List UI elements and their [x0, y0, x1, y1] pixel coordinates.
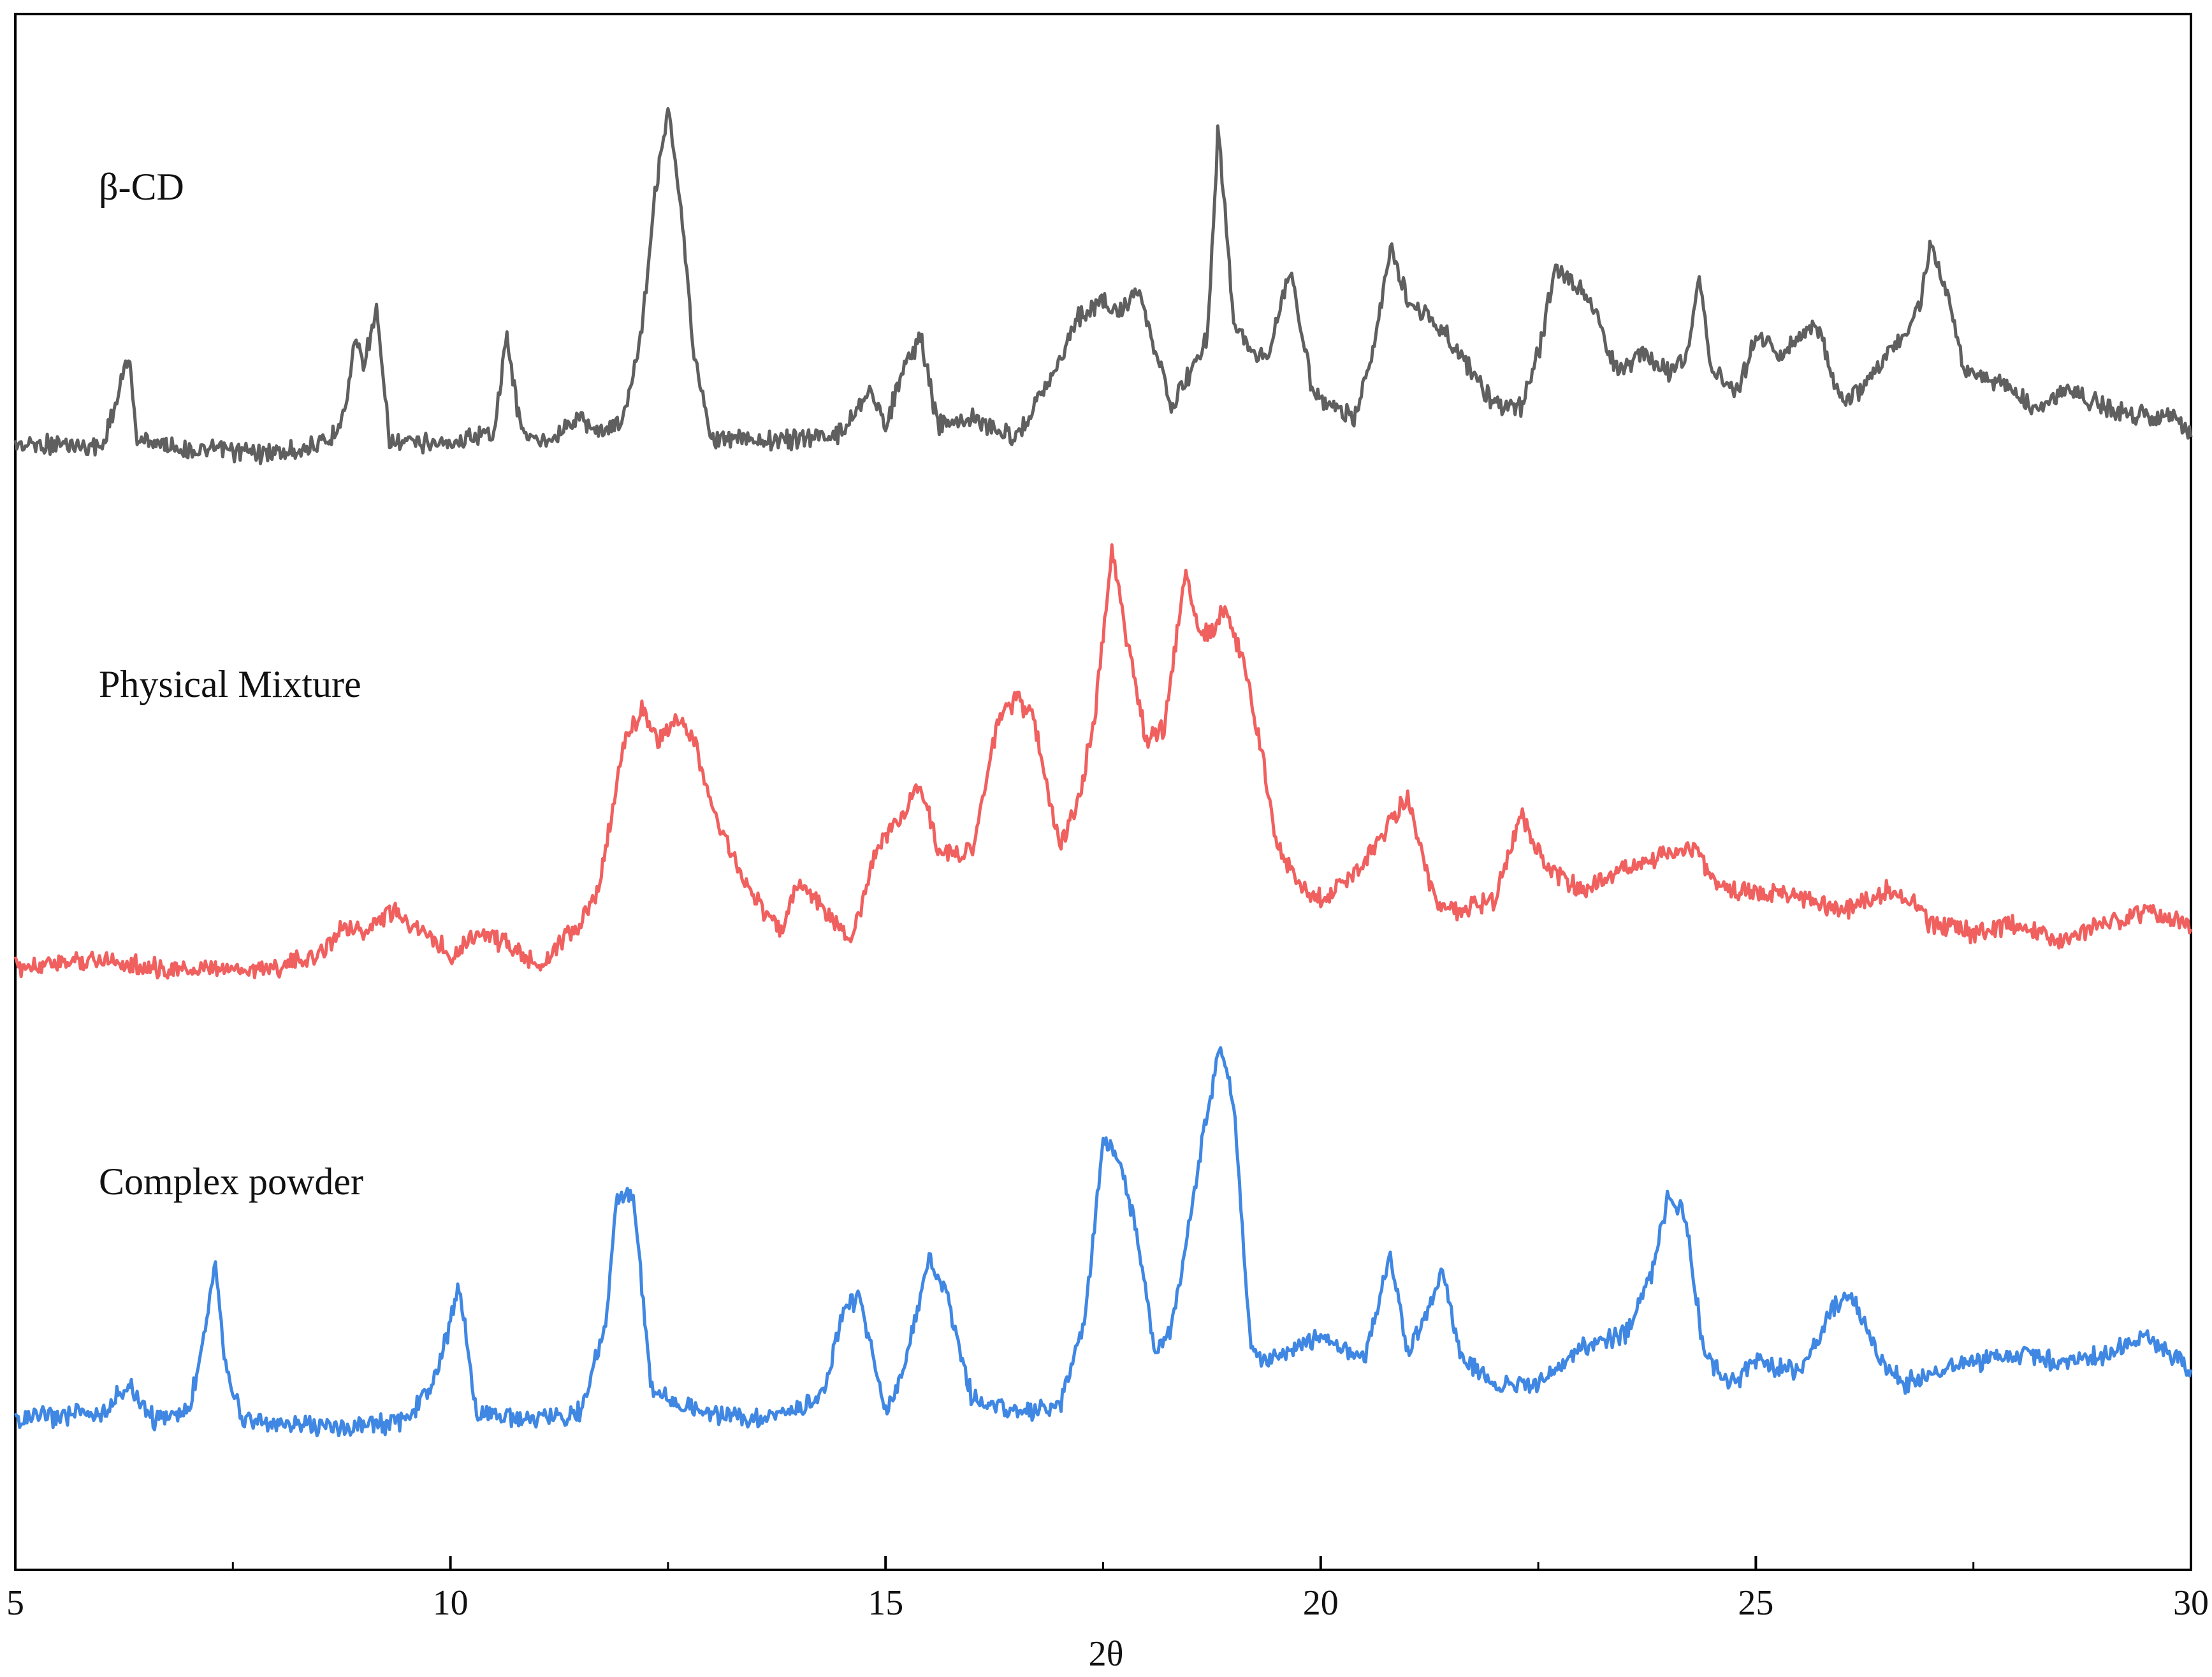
- series-label-physical-mixture: Physical Mixture: [99, 663, 361, 705]
- plot-frame: [14, 13, 2192, 1571]
- series-label-complex-powder: Complex powder: [99, 1161, 363, 1203]
- x-tick-label: 30: [2173, 1583, 2209, 1623]
- x-tick-label: 10: [433, 1583, 469, 1623]
- series-label-layer: β-CD Physical Mixture Complex powder: [99, 166, 363, 1203]
- series-label-beta-cd: β-CD: [99, 166, 184, 208]
- series-layer: [13, 106, 2193, 1438]
- x-tick-layer: 5 10 15 20 25 30: [6, 1556, 2209, 1623]
- series-line-3: [13, 1046, 2193, 1438]
- x-tick-label: 20: [1303, 1583, 1339, 1623]
- x-tick-label: 25: [1738, 1583, 1773, 1623]
- series-line-2: [13, 543, 2193, 980]
- x-axis-title: 2θ: [1089, 1634, 1124, 1674]
- x-tick-label: 5: [6, 1583, 24, 1623]
- series-line-1: [13, 106, 2193, 465]
- x-tick-label: 15: [868, 1583, 903, 1623]
